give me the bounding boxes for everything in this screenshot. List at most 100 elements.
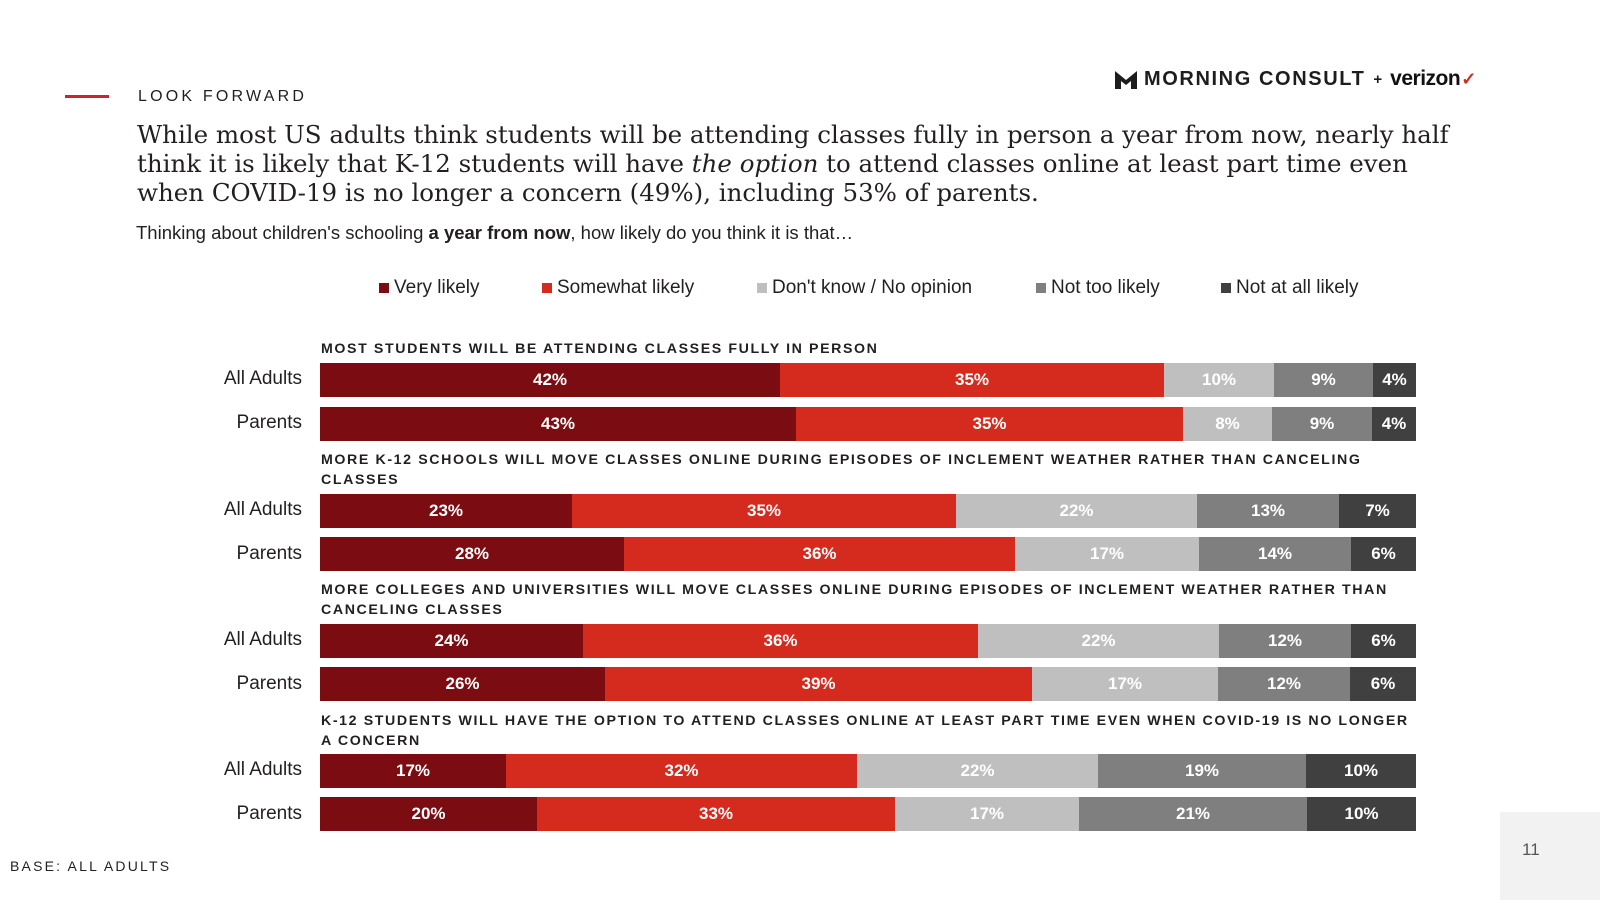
question-title: MORE K-12 SCHOOLS WILL MOVE CLASSES ONLI… [321, 452, 1362, 488]
data-label: 6% [1371, 544, 1396, 563]
bar-segment-not-at-all-likely: 4% [1372, 407, 1416, 441]
bar-segment-dont-know: 10% [1164, 363, 1274, 397]
bar-segment-not-too-likely: 9% [1274, 363, 1373, 397]
question-title: MOST STUDENTS WILL BE ATTENDING CLASSES … [321, 341, 879, 357]
bar-segment-somewhat-likely: 35% [572, 494, 956, 528]
question-part2: , how likely do you think it is that… [570, 222, 854, 243]
legend-label: Very likely [394, 277, 480, 298]
legend-label: Not at all likely [1236, 277, 1359, 298]
bar-segment-not-too-likely: 13% [1197, 494, 1339, 528]
legend-swatch [1221, 283, 1231, 293]
data-label: 32% [664, 761, 699, 780]
data-label: 12% [1266, 674, 1302, 693]
bar-segment-not-at-all-likely: 6% [1350, 667, 1416, 701]
bar-segment-dont-know: 17% [1032, 667, 1218, 701]
stacked-bar: 17% 32% 22% 19% 10% [320, 754, 1416, 788]
headline-part2: to attend classes online at least part t… [137, 149, 1408, 207]
bar-segment-very-likely: 43% [320, 407, 796, 441]
stacked-bar: 23% 35% 22% 13% 7% [320, 494, 1416, 528]
bar-segment-somewhat-likely: 33% [537, 797, 895, 831]
headline: While most US adults think students will… [137, 120, 1457, 207]
bar-segment-somewhat-likely: 36% [624, 537, 1015, 571]
bar-segment-not-at-all-likely: 7% [1339, 494, 1416, 528]
data-label: 20% [411, 804, 446, 823]
bar-segment-very-likely: 23% [320, 494, 572, 528]
bar-segment-somewhat-likely: 35% [796, 407, 1183, 441]
accent-rule [65, 95, 109, 98]
page-number: 11 [1522, 840, 1540, 859]
bar-segment-not-too-likely: 14% [1199, 537, 1351, 571]
data-label: 4% [1382, 370, 1407, 389]
data-label: 33% [698, 804, 734, 823]
row-label: Parents [236, 803, 302, 824]
legend-swatch [757, 283, 767, 293]
bar-segment-not-at-all-likely: 6% [1351, 624, 1416, 658]
legend-label: Not too likely [1051, 277, 1160, 298]
data-label: 8% [1215, 414, 1240, 433]
data-label: 35% [972, 414, 1007, 433]
data-label: 21% [1175, 804, 1211, 823]
legend-label: Don't know / No opinion [772, 277, 973, 298]
data-label: 17% [969, 804, 1005, 823]
legend-swatch [1036, 283, 1046, 293]
data-label: 7% [1365, 501, 1390, 520]
data-label: 35% [746, 501, 782, 520]
data-label: 23% [428, 501, 464, 520]
data-label: 19% [1184, 761, 1220, 780]
bar-segment-somewhat-likely: 35% [780, 363, 1164, 397]
bar-segment-dont-know: 22% [956, 494, 1197, 528]
stacked-bar: 20% 33% 17% 21% 10% [320, 797, 1416, 831]
data-label: 10% [1201, 370, 1237, 389]
data-label: 22% [1059, 501, 1094, 520]
data-label: 17% [395, 761, 431, 780]
bar-segment-very-likely: 20% [320, 797, 537, 831]
legend-label: Somewhat likely [557, 277, 695, 298]
data-label: 26% [445, 674, 480, 693]
data-label: 24% [434, 631, 469, 650]
bar-segment-not-too-likely: 9% [1272, 407, 1372, 441]
survey-question: Thinking about children's schooling a ye… [136, 222, 853, 244]
bar-segment-very-likely: 17% [320, 754, 506, 788]
bar-segment-not-at-all-likely: 6% [1351, 537, 1416, 571]
data-label: 10% [1344, 804, 1379, 823]
question-title: K-12 STUDENTS WILL HAVE THE OPTION TO AT… [321, 713, 1409, 749]
headline-part1: While most US adults think students will… [137, 120, 1449, 178]
logo-plus: + [1373, 70, 1383, 88]
data-label: 4% [1381, 414, 1407, 433]
bar-segment-very-likely: 42% [320, 363, 780, 397]
bar-segment-somewhat-likely: 36% [583, 624, 978, 658]
data-label: 36% [802, 544, 837, 563]
data-label: 6% [1370, 674, 1396, 693]
question-bold: a year from now [428, 222, 571, 243]
data-label: 17% [1107, 674, 1143, 693]
row-label: All Adults [223, 499, 302, 520]
chart-legend: Very likely Somewhat likely Don't know /… [0, 277, 1600, 301]
logo-text: MORNING CONSULT [1144, 67, 1366, 90]
legend-swatch [379, 283, 389, 293]
row-label: Parents [236, 412, 302, 433]
data-label: 10% [1343, 761, 1379, 780]
data-label: 17% [1089, 544, 1125, 563]
stacked-bar: 26% 39% 17% 12% 6% [320, 667, 1416, 701]
data-label: 14% [1257, 544, 1293, 563]
bar-segment-not-at-all-likely: 10% [1306, 754, 1416, 788]
partner-logo-text: verizon [1390, 67, 1461, 90]
bar-segment-very-likely: 26% [320, 667, 605, 701]
legend-item-somewhat-likely: Somewhat likely [542, 277, 694, 299]
bar-segment-dont-know: 17% [895, 797, 1079, 831]
row-label: All Adults [223, 759, 302, 780]
bar-segment-dont-know: 22% [857, 754, 1098, 788]
stacked-bar: 24% 36% 22% 12% 6% [320, 624, 1416, 658]
legend-item-dont-know: Don't know / No opinion [757, 277, 972, 299]
data-label: 13% [1250, 501, 1286, 520]
bar-segment-dont-know: 8% [1183, 407, 1272, 441]
data-label: 22% [1081, 631, 1116, 650]
brand-logo: MORNING CONSULT + verizon ✓ [1114, 66, 1476, 92]
bar-segment-somewhat-likely: 32% [506, 754, 857, 788]
data-label: 36% [763, 631, 798, 650]
bar-segment-dont-know: 17% [1015, 537, 1199, 571]
row-label: Parents [236, 673, 302, 694]
data-label: 22% [960, 761, 995, 780]
row-label: Parents [236, 543, 302, 564]
legend-item-very-likely: Very likely [379, 277, 480, 299]
